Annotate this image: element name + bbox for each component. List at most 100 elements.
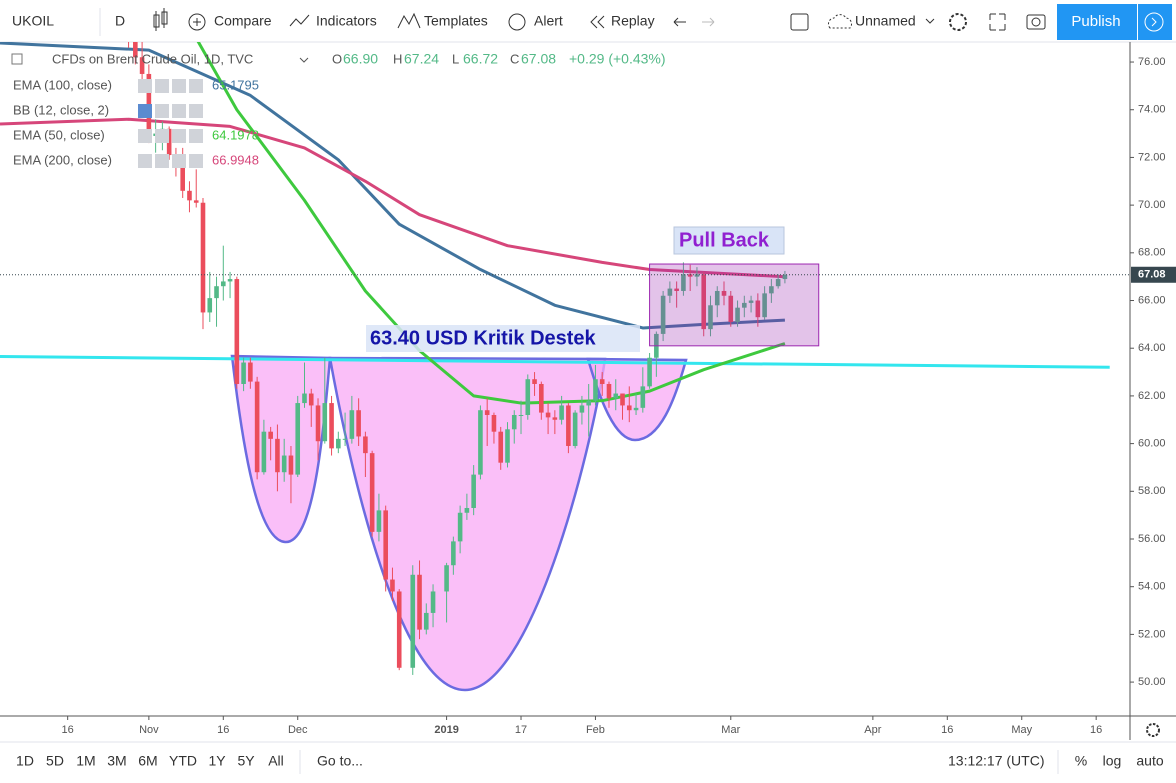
interval[interactable]: D [115,13,125,29]
symbol[interactable]: UKOIL [12,13,54,29]
publish-label[interactable]: Publish [1071,13,1120,30]
y-tick-label: 66.00 [1138,294,1166,306]
candle-body [248,362,253,382]
undo-icon[interactable] [673,17,686,27]
y-tick-label: 62.00 [1138,390,1166,402]
indicator-button[interactable] [138,154,152,168]
chart-style-icon[interactable] [153,8,168,31]
chart-title: CFDs on Brent Crude Oil, 1D, TVC [52,51,253,66]
x-tick-label: 16 [217,724,229,736]
x-tick-label: May [1011,724,1032,736]
scale-option[interactable]: % [1075,753,1087,769]
indicator-button[interactable] [138,129,152,143]
compare-icon[interactable] [188,13,206,31]
range-button[interactable]: 1D [16,753,34,769]
toolbar-replay[interactable]: Replay [611,13,655,29]
x-tick-label: Dec [288,724,308,736]
range-button[interactable]: 6M [138,753,157,769]
candle-body [322,403,328,442]
indicator-button[interactable] [189,104,203,118]
bottom-bar: Go to... 13:12:17 (UTC) 1D 5D 1M 3M 6M YTD 1Y 5… [16,750,1164,774]
candle-body [491,414,497,432]
indicator-button[interactable] [138,79,152,93]
candle-body [295,403,301,475]
range-button[interactable]: 1Y [208,753,226,769]
indicator-button[interactable] [155,129,169,143]
legend-value: 66.72 [463,51,498,67]
collapse-legend[interactable] [11,53,23,65]
toolbar-templates[interactable]: Templates [424,13,488,29]
x-tick-label: Mar [721,724,740,736]
side-toggle-arrow [1151,17,1157,27]
indicator-button[interactable] [155,104,169,118]
candle-body [383,510,388,580]
fullscreen-toggle[interactable] [790,13,809,31]
candle-body [369,453,375,532]
toolbar-indicators[interactable]: Indicators [316,13,377,29]
annotation-box [673,226,785,255]
toolbar-compare[interactable]: Compare [214,13,272,29]
replay-icon[interactable] [590,15,605,29]
indicators-icon[interactable] [289,14,310,27]
y-tick-label: 76.00 [1138,56,1166,68]
candle-body [613,393,619,399]
support-line [0,355,1110,369]
goto[interactable]: Go to... [317,753,363,769]
candle-body [539,383,544,413]
candle-body [545,412,551,418]
side-toggle-icon [1144,12,1164,32]
candle-body [566,405,571,446]
candle-body [775,279,781,287]
last-price-label: 67.08 [1138,269,1166,281]
templates-icon[interactable] [397,12,421,29]
range-button[interactable]: 1M [76,753,95,769]
indicator-button[interactable] [155,79,169,93]
indicator-button[interactable] [189,154,203,168]
range-button[interactable]: 5Y [237,753,255,769]
candle-body [444,565,449,592]
annotation: Pull Back [679,229,770,251]
side-toggle[interactable] [1138,4,1172,40]
axis-settings[interactable] [1146,723,1160,737]
candle-body [268,431,273,439]
x-tick-label: 2019 [434,724,458,736]
candle-body [410,574,416,668]
range-button[interactable]: 3M [107,753,126,769]
candle-body [735,307,740,322]
indicator-button[interactable] [189,79,203,93]
x-tick-label: 16 [62,724,74,736]
toolbar [0,0,1176,42]
scale-option[interactable]: log [1103,753,1122,769]
y-tick-label: 74.00 [1138,104,1166,116]
candle-body [227,279,233,282]
indicator-button[interactable] [138,104,152,118]
snapshot-icon[interactable] [1026,14,1046,30]
candle-body [484,410,490,415]
indicator-button[interactable] [189,129,203,143]
title-dropdown[interactable] [299,57,309,63]
dropdown-arrow[interactable] [925,18,935,24]
range-button[interactable]: YTD [169,753,197,769]
candle-body [681,274,686,291]
expand-icon[interactable] [989,13,1006,31]
range-button[interactable]: All [268,753,284,769]
indicator-button[interactable] [155,154,169,168]
candle-body [694,274,700,277]
candle-body [518,414,524,416]
indicator-button[interactable] [172,154,186,168]
scale-option[interactable]: auto [1136,753,1163,769]
alert-icon[interactable] [508,13,526,31]
candle-body [187,190,192,201]
indicator-button[interactable] [172,104,186,118]
indicator-button[interactable] [172,79,186,93]
candle-body [579,405,585,413]
settings-icon[interactable] [949,13,967,31]
toolbar-alert[interactable]: Alert [534,13,563,29]
candle-body [762,293,767,318]
indicator-button[interactable] [172,129,186,143]
range-button[interactable]: 5D [46,753,64,769]
layout-name[interactable]: Unnamed [855,13,916,29]
candle-body [342,438,348,440]
candle-body [241,362,246,384]
publish-button[interactable] [1057,4,1137,40]
